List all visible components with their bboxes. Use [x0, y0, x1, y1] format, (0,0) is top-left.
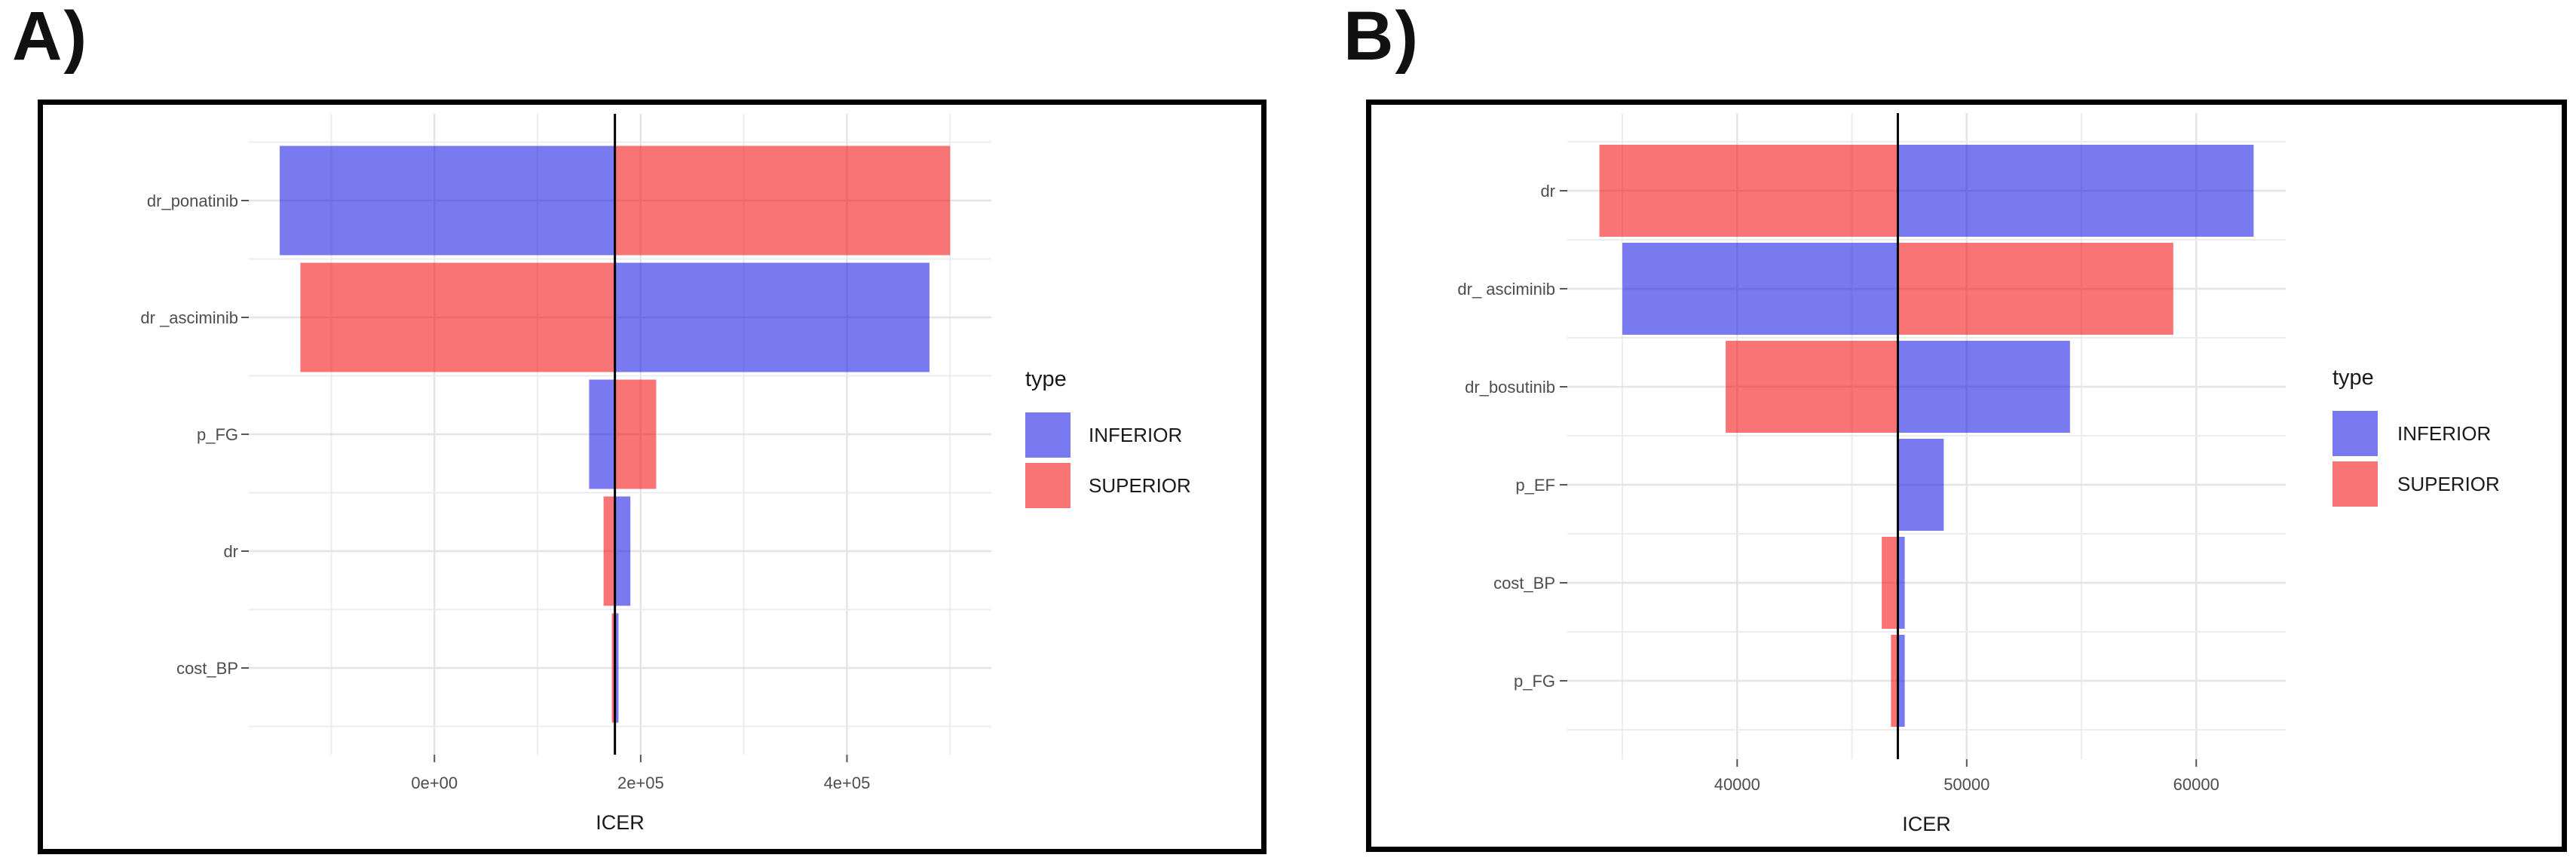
- row-label-dr: dr: [1540, 182, 1555, 201]
- row-label-dr_asciminib: dr_ asciminib: [1457, 280, 1555, 299]
- bar-segment-dr_asciminib-superior: [1898, 243, 2173, 335]
- legend-title: type: [1025, 367, 1067, 391]
- bar-segment-dr_asciminib-inferior: [1622, 243, 1898, 335]
- x-axis-title: ICER: [1902, 813, 1951, 835]
- bar-segment-cost_BP-superior: [1882, 537, 1898, 629]
- bar-segment-dr-superior: [603, 496, 615, 606]
- bar-segment-dr_ponatinib-superior: [614, 146, 951, 256]
- bar-segment-p_EF-inferior: [1898, 439, 1944, 531]
- bar-segment-dr_ponatinib-inferior: [280, 146, 615, 256]
- bar-segment-p_FG-inferior: [589, 379, 615, 489]
- x-tick-label: 0e+00: [411, 774, 458, 792]
- legend-title: type: [2332, 366, 2374, 390]
- legend-key-inferior: [1025, 412, 1071, 458]
- row-label-p_FG: p_FG: [1514, 672, 1555, 691]
- row-label-cost_BP: cost_BP: [176, 659, 238, 678]
- legend-label-inferior: INFERIOR: [2397, 422, 2491, 445]
- row-label-p_FG: p_FG: [197, 425, 238, 444]
- x-tick-label: 2e+05: [617, 774, 664, 792]
- x-tick-label: 4e+05: [824, 774, 871, 792]
- bar-segment-dr_asciminib-superior: [300, 262, 615, 372]
- bar-segment-p_FG-superior: [614, 379, 657, 489]
- x-tick-label: 40000: [1714, 775, 1760, 794]
- legend-label-inferior: INFERIOR: [1089, 424, 1182, 446]
- row-label-dr: dr: [223, 542, 238, 561]
- chart-b-tornado-plot: dr dr_ asciminib dr_bosutinib p_EF cost_BP p_…: [1457, 113, 2500, 835]
- chart-b-frame: dr dr_ asciminib dr_bosutinib p_EF cost_BP p_…: [1366, 100, 2567, 852]
- panel-a-label: A): [12, 0, 89, 75]
- legend-key-inferior: [2332, 411, 2378, 456]
- row-label-p_EF: p_EF: [1515, 476, 1555, 495]
- row-label-cost_BP: cost_BP: [1493, 574, 1555, 593]
- bar-segment-p_FG-inferior: [1898, 635, 1905, 727]
- bar-segment-cost_BP-inferior: [614, 613, 619, 723]
- bar-segment-dr_asciminib-inferior: [614, 262, 930, 372]
- legend-label-superior: SUPERIOR: [2397, 473, 2500, 495]
- bar-segment-dr-superior: [1599, 145, 1898, 237]
- x-axis-title: ICER: [596, 811, 645, 834]
- bar-segment-dr-inferior: [1898, 145, 2254, 237]
- panel-b-label: B): [1343, 0, 1420, 75]
- row-label-dr_ponatinib: dr_ponatinib: [147, 191, 238, 210]
- bar-segment-dr_bosutinib-superior: [1726, 341, 1898, 433]
- bar-segment-p_FG-superior: [1891, 635, 1898, 727]
- legend-key-superior: [1025, 463, 1071, 508]
- bar-segment-cost_BP-superior: [611, 613, 615, 723]
- x-tick-label: 50000: [1943, 775, 1989, 794]
- bar-segment-dr-inferior: [614, 496, 631, 606]
- bar-segment-cost_BP-inferior: [1898, 537, 1905, 629]
- row-label-dr_asciminib: dr _asciminib: [140, 308, 238, 327]
- legend-label-superior: SUPERIOR: [1089, 474, 1191, 497]
- bar-segment-dr_bosutinib-inferior: [1898, 341, 2070, 433]
- legend-key-superior: [2332, 461, 2378, 507]
- row-label-dr_bosutinib: dr_bosutinib: [1465, 378, 1555, 397]
- x-tick-label: 60000: [2173, 775, 2219, 794]
